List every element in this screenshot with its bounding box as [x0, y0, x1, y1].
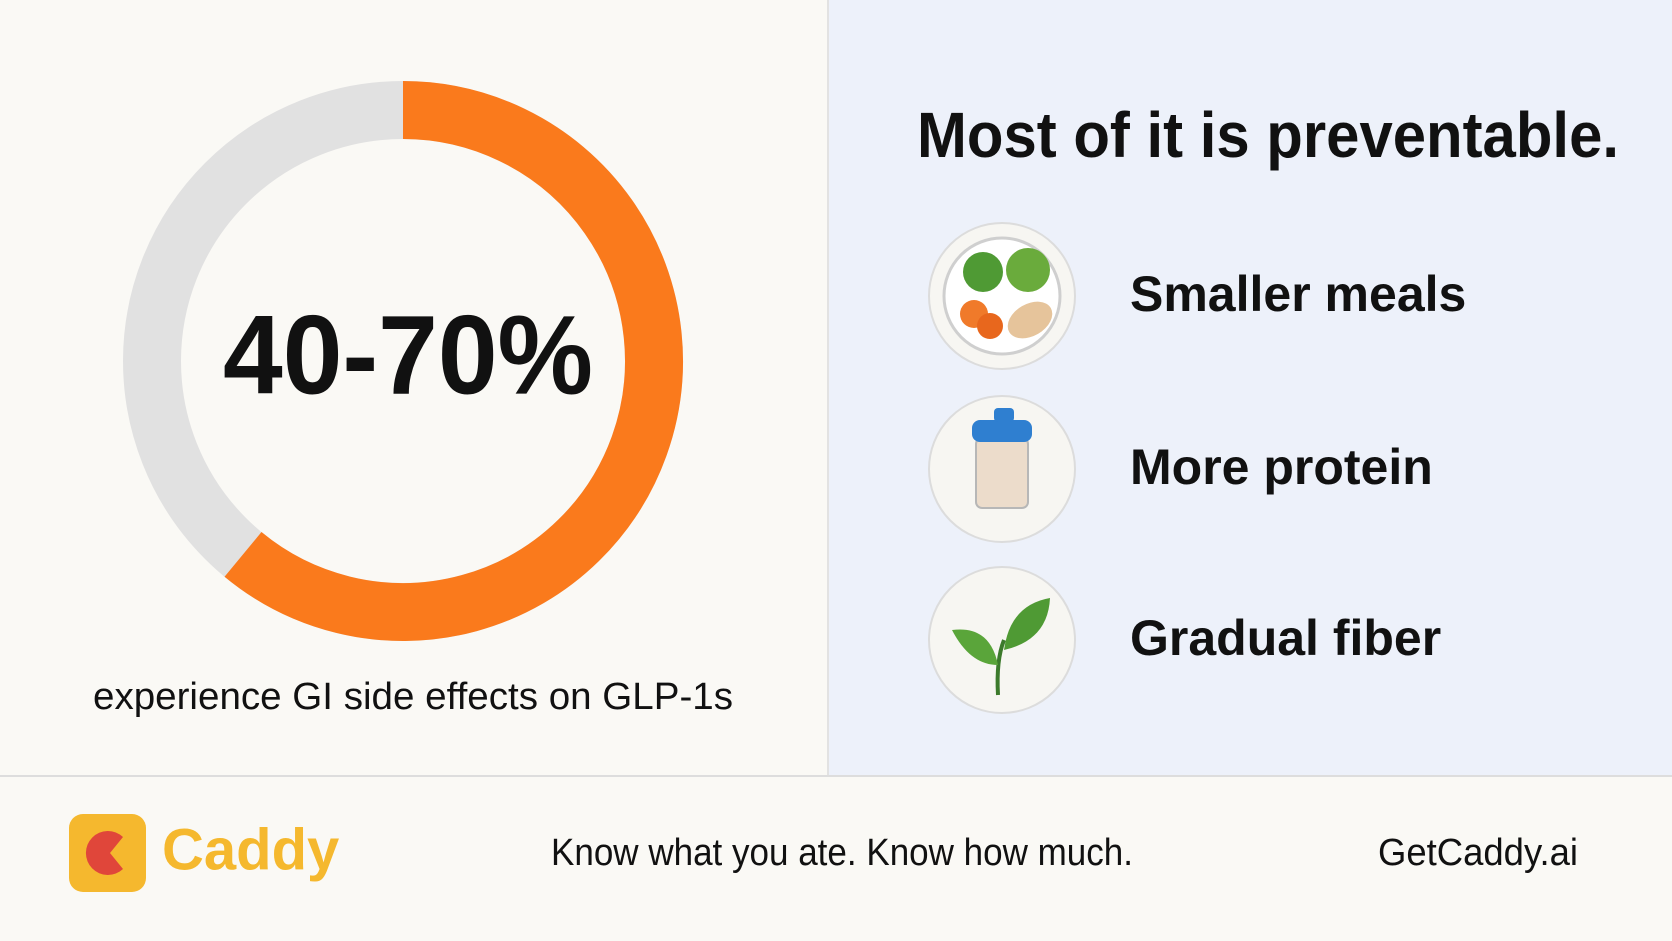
- item-label: Smaller meals: [1130, 266, 1466, 322]
- icon-plate: [928, 222, 1076, 370]
- ring-group: [224, 81, 683, 641]
- panel-title: Most of it is preventable.: [917, 99, 1619, 171]
- item-label: Gradual fiber: [1130, 610, 1441, 666]
- stat-value: 40-70%: [223, 293, 593, 418]
- stat-caption: experience GI side effects on GLP-1s: [93, 676, 733, 718]
- tagline: Know what you ate. Know how much.: [551, 832, 1133, 874]
- ring-arc: [224, 81, 683, 641]
- icon-shaker: [928, 395, 1076, 543]
- brand-name: Caddy: [162, 817, 339, 882]
- url: GetCaddy.ai: [1378, 832, 1578, 874]
- icon-leaf: [928, 566, 1076, 714]
- logo-glyph: [85, 830, 123, 876]
- item-label: More protein: [1130, 439, 1433, 495]
- items: Smaller meals More protein Gradual fiber: [1130, 266, 1466, 666]
